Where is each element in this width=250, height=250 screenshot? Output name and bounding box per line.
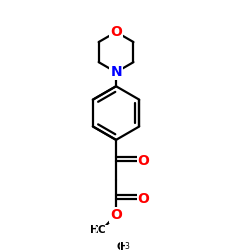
Text: H: H — [120, 242, 129, 250]
Text: O: O — [110, 25, 122, 39]
Text: H: H — [90, 225, 99, 235]
Text: N: N — [110, 65, 122, 79]
Text: 2: 2 — [96, 226, 100, 235]
Text: O: O — [138, 192, 149, 206]
Text: O: O — [110, 208, 122, 222]
Text: O: O — [138, 154, 149, 168]
Text: 3: 3 — [125, 242, 130, 250]
Text: C: C — [98, 225, 105, 235]
Text: C: C — [117, 242, 124, 250]
